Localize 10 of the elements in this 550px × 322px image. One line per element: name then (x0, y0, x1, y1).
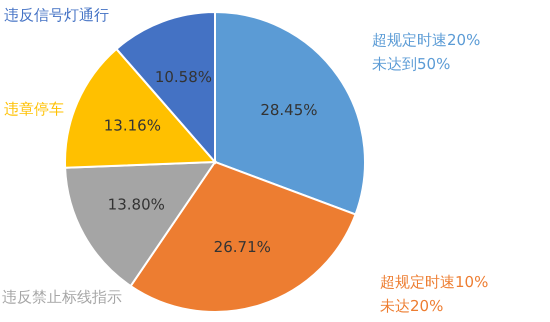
data-label: 26.71% (214, 238, 271, 256)
slice-label: 违反信号灯通行 (4, 6, 109, 24)
data-label: 13.80% (108, 196, 165, 214)
slice-label: 超规定时速10% 未达20% (380, 273, 488, 315)
slice-label: 违反禁止标线指示 (2, 288, 122, 306)
data-label: 13.16% (104, 116, 161, 134)
slice-label: 违章停车 (4, 100, 64, 118)
data-label: 10.58% (154, 68, 212, 86)
slice-label: 超规定时速20% 未达到50% (372, 31, 480, 73)
data-label: 28.45% (260, 100, 318, 119)
